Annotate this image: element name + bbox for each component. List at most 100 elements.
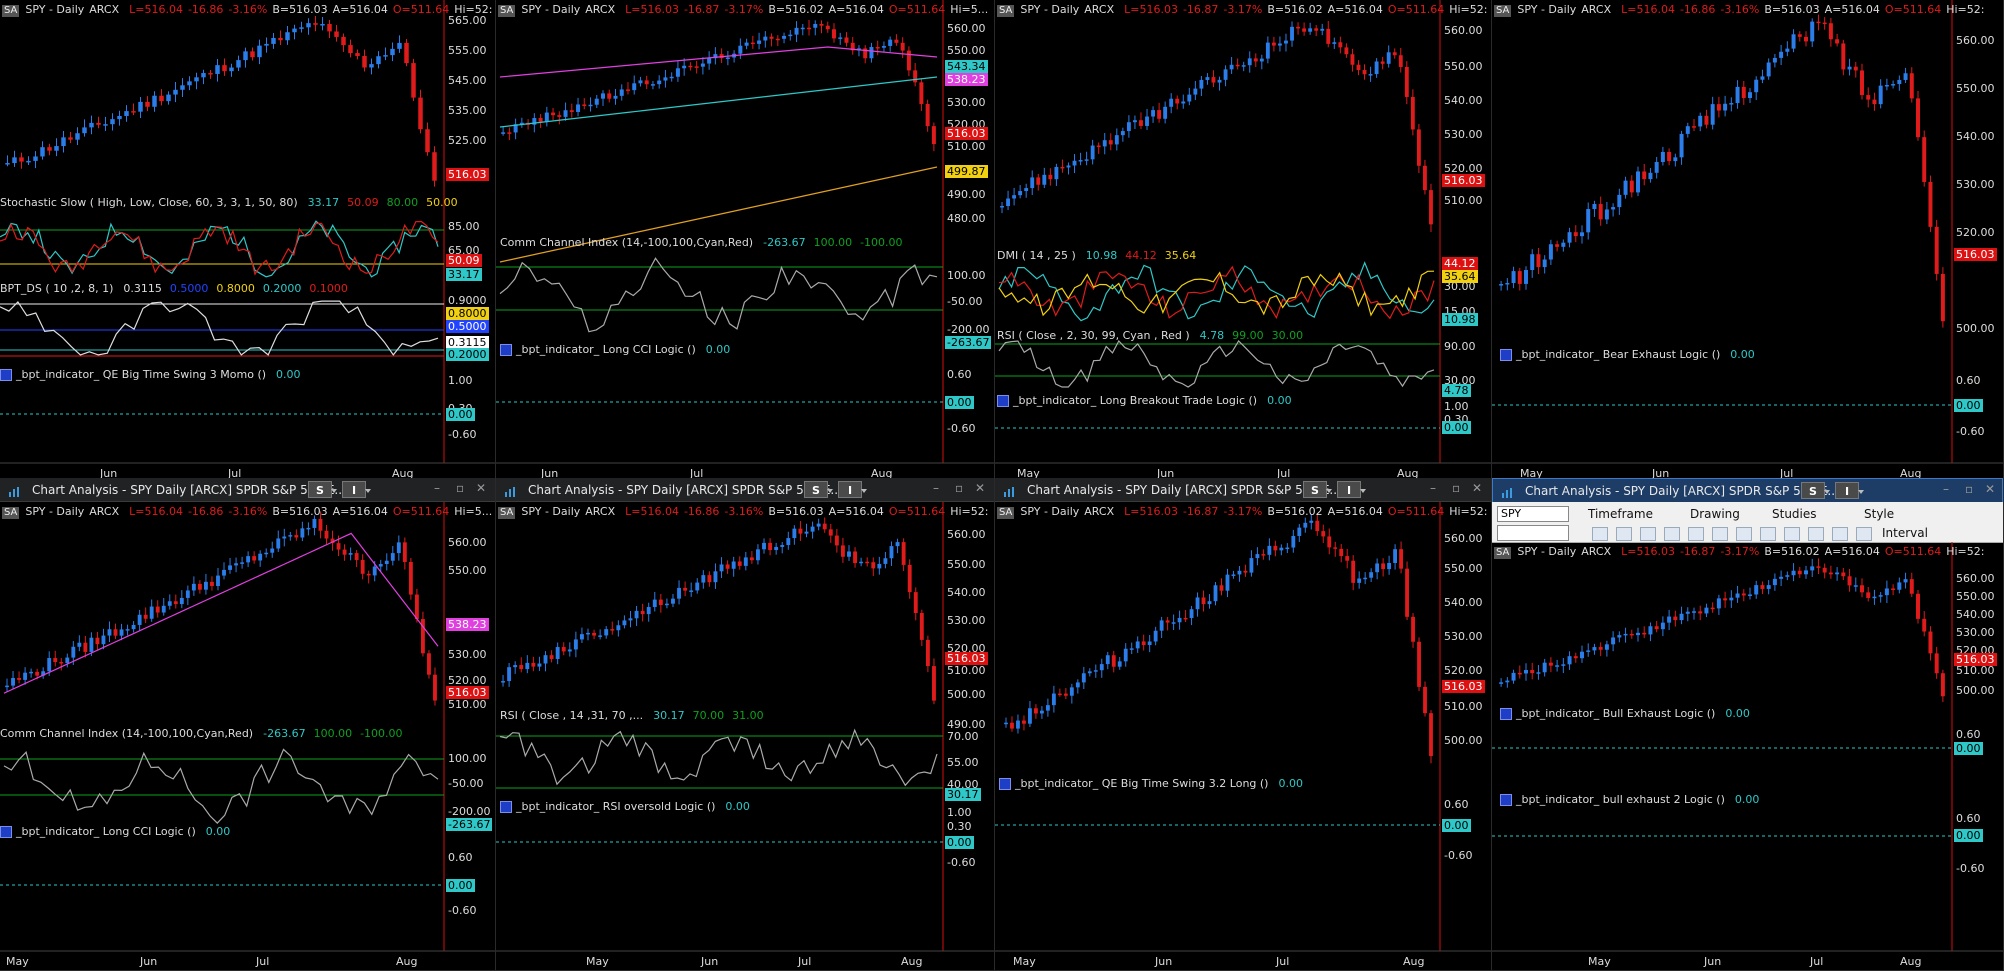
toolbar-tool-icon[interactable] [1640,527,1656,541]
chart-canvas[interactable] [0,0,496,483]
window-title: Chart Analysis - SPY Daily [ARCX] SPDR S… [528,483,842,497]
symbol-link-button[interactable]: S [1303,481,1332,498]
price-candle [1237,566,1242,582]
minimize-button[interactable]: – [1430,481,1436,495]
price-candle [1235,58,1240,70]
chart-pane[interactable]: Chart Analysis - SPY Daily [ARCX] SPDR S… [1492,478,2004,971]
chart-canvas[interactable] [1492,478,2004,971]
price-candle [769,33,774,47]
dmi-plus-line [998,270,1435,317]
style-menu[interactable]: Style [1864,507,1895,521]
minimize-button[interactable]: – [933,481,939,495]
x-axis-month-label: Jun [100,467,118,480]
price-candle [664,598,669,609]
toolbar-tool-icon[interactable] [1760,527,1776,541]
maximize-button[interactable]: ▫ [1965,482,1974,496]
x-axis-month-label: May [586,955,609,968]
chart-pane[interactable]: SA SPY - Daily ARCX L=516.03 -16.87 -3.17% B=5… [995,0,1492,483]
price-candle [252,551,257,564]
toolbar-tool-icon[interactable] [1664,527,1680,541]
chart-canvas[interactable] [1492,0,2004,483]
chart-canvas[interactable] [995,478,1492,971]
price-candle [1405,561,1409,620]
x-axis-month-label: Jun [1157,467,1175,480]
price-candle [1772,53,1777,68]
chart-pane[interactable]: SA SPY - Daily ARCX L=516.03 -16.87 -3.17% B=5… [496,0,995,483]
maximize-button[interactable]: ▫ [1452,481,1461,495]
price-candle [299,21,304,33]
chart-pane[interactable]: SA SPY - Daily ARCX L=516.04 -16.86 -3.16% B=5… [1492,0,2004,483]
toolbar-tool-icon[interactable] [1832,527,1848,541]
last-price-tag: 516.03 [1442,174,1485,187]
toolbar-tool-icon[interactable] [1688,527,1704,541]
symbol-list-input[interactable] [1497,525,1569,541]
chart-pane[interactable]: SA SPY - Daily ARCX L=516.04 -16.86 -3.16% B=5… [0,0,496,483]
maximize-button[interactable]: ▫ [456,481,465,495]
close-button[interactable]: ✕ [1472,481,1483,495]
price-candle [1710,602,1715,613]
interval-link-button[interactable]: I [342,481,371,498]
chart-canvas[interactable] [496,0,995,483]
price-candle [749,551,754,564]
price-candle [1368,66,1373,82]
window-titlebar[interactable]: Chart Analysis - SPY Daily [ARCX] SPDR S… [1492,478,2003,503]
window-titlebar[interactable]: Chart Analysis - SPY Daily [ARCX] SPDR S… [995,478,1491,502]
price-candle [800,23,805,36]
y-axis-tick-label: -50.00 [947,295,983,308]
price-candle [1828,17,1833,47]
price-candle [1247,51,1252,73]
price-candle [1199,75,1204,97]
cci-tag: -263.67 [446,818,493,831]
toolbar-tool-icon[interactable] [1808,527,1824,541]
toolbar-tool-icon[interactable] [1616,527,1632,541]
symbol-link-button[interactable]: S [308,481,337,498]
interval-link-button[interactable]: I [838,481,867,498]
price-candle [1766,580,1771,595]
window-titlebar[interactable]: Chart Analysis - SPY Daily [ARCX] SPDR S… [0,478,495,502]
close-button[interactable]: ✕ [1985,482,1996,496]
close-button[interactable]: ✕ [476,481,487,495]
toolbar-tool-icon[interactable] [1712,527,1728,541]
close-button[interactable]: ✕ [975,481,986,495]
price-candle [383,47,388,61]
symbol-input[interactable]: SPY [1497,506,1569,522]
price-candle [707,51,712,70]
timeframe-menu[interactable]: Timeframe [1588,507,1653,521]
minimize-button[interactable]: – [1943,482,1949,496]
interval-link-button[interactable]: I [1337,481,1366,498]
symbol-link-button[interactable]: S [804,481,833,498]
y-axis-tick-label: 55.00 [947,756,979,769]
chart-pane[interactable]: Chart Analysis - SPY Daily [ARCX] SPDR S… [995,478,1492,971]
price-candle [1835,567,1840,581]
price-candle [1169,93,1174,114]
chart-pane[interactable]: Chart Analysis - SPY Daily [ARCX] SPDR S… [496,478,995,971]
price-candle [919,78,924,111]
chart-canvas[interactable] [0,478,496,971]
studies-menu[interactable]: Studies [1772,507,1817,521]
chart-pane[interactable]: Chart Analysis - SPY Daily [ARCX] SPDR S… [0,478,496,971]
price-candle [1165,617,1170,631]
toolbar-tool-icon[interactable] [1736,527,1752,541]
drawing-menu[interactable]: Drawing [1690,507,1740,521]
chart-canvas[interactable] [496,478,995,971]
header-sym: SPY - Daily [1517,545,1577,558]
toolbar-tool-icon[interactable] [1592,527,1608,541]
symbol-link-button[interactable]: S [1801,482,1830,499]
price-candle [173,81,178,103]
minimize-button[interactable]: – [434,481,440,495]
price-candle [234,557,238,573]
price-candle [1375,558,1380,580]
price-candle [216,568,220,591]
price-candle [625,82,630,95]
window-titlebar[interactable]: Chart Analysis - SPY Daily [ARCX] SPDR S… [496,478,994,502]
toolbar-tool-icon[interactable] [1856,527,1872,541]
price-candle [744,38,749,50]
maximize-button[interactable]: ▫ [955,481,964,495]
interval-menu[interactable]: Interval [1882,526,1928,540]
chart-canvas[interactable] [995,0,1492,483]
toolbar-tool-icon[interactable] [1784,527,1800,541]
price-candle [1278,36,1282,52]
price-candle [750,35,755,49]
x-axis-month-label: Jul [1810,955,1824,968]
interval-link-button[interactable]: I [1835,482,1864,499]
